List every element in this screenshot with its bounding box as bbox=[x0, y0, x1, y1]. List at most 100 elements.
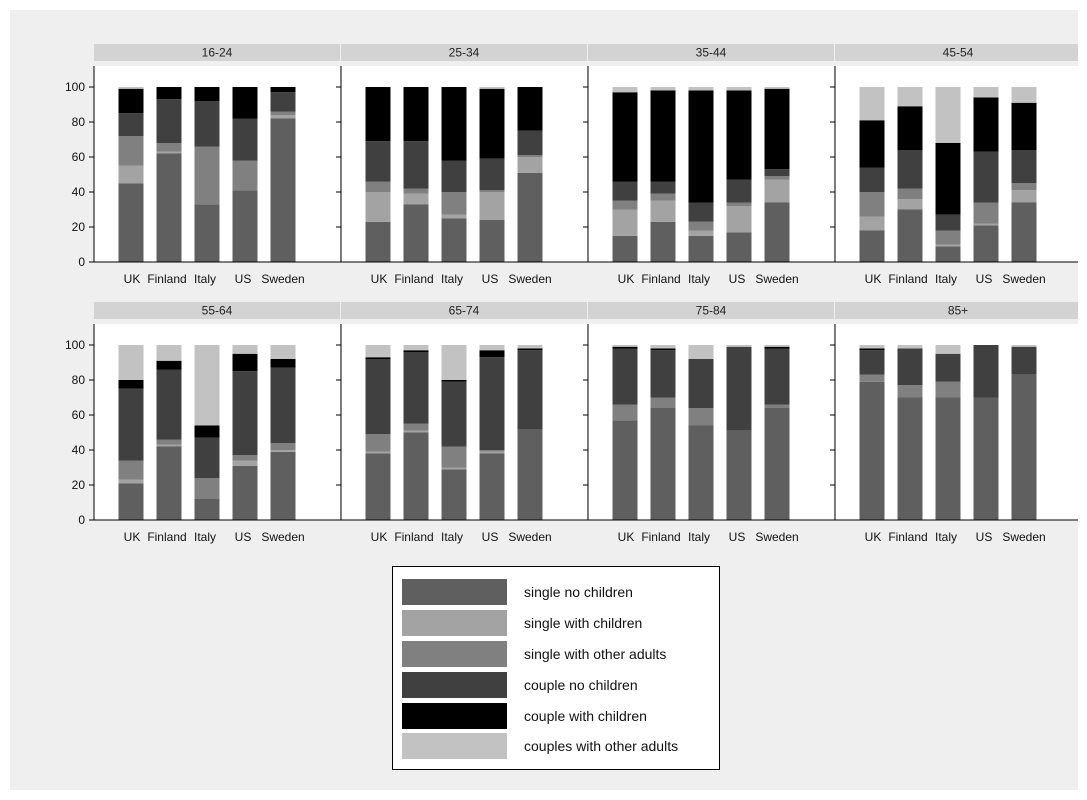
bar-segment bbox=[479, 158, 505, 191]
bar-segment bbox=[688, 425, 714, 520]
bar-segment bbox=[441, 380, 467, 382]
category-label: US bbox=[976, 272, 993, 286]
bar-segment bbox=[973, 345, 999, 398]
bar-segment bbox=[156, 345, 182, 361]
bar-segment bbox=[194, 101, 220, 147]
bar-segment bbox=[232, 455, 258, 461]
bar-segment bbox=[935, 87, 961, 143]
bar-segment bbox=[403, 352, 429, 424]
bar-segment bbox=[118, 380, 144, 389]
bar-segment bbox=[650, 181, 676, 194]
bar-segment bbox=[118, 113, 144, 136]
bar-segment bbox=[156, 99, 182, 143]
category-label: UK bbox=[124, 530, 141, 544]
bar-segment bbox=[612, 346, 638, 349]
bar-segment bbox=[859, 345, 885, 349]
panel-title-strip bbox=[835, 302, 1078, 319]
bar-segment bbox=[232, 190, 258, 262]
category-label: Finland bbox=[888, 272, 927, 286]
bar-segment bbox=[726, 430, 752, 520]
bar-segment bbox=[194, 499, 220, 520]
bar-segment bbox=[859, 192, 885, 217]
category-label: Sweden bbox=[508, 272, 551, 286]
bar-segment bbox=[479, 190, 505, 192]
bar-segment bbox=[612, 235, 638, 262]
bar-segment bbox=[365, 181, 391, 192]
bar-segment bbox=[688, 202, 714, 222]
bar-segment bbox=[479, 345, 505, 351]
bar-segment bbox=[156, 360, 182, 370]
bar-segment bbox=[479, 350, 505, 358]
category-label: Sweden bbox=[1002, 530, 1045, 544]
bar-segment bbox=[118, 165, 144, 184]
bar-segment bbox=[517, 157, 543, 173]
bar-segment bbox=[973, 225, 999, 262]
bar-segment bbox=[441, 345, 467, 380]
bar-segment bbox=[612, 348, 638, 405]
panel-title-strip bbox=[341, 44, 587, 61]
category-label: UK bbox=[865, 272, 882, 286]
bar-segment bbox=[859, 167, 885, 192]
category-label: US bbox=[729, 272, 746, 286]
bar-segment bbox=[973, 151, 999, 203]
bar-segment bbox=[897, 188, 923, 199]
bar-segment bbox=[194, 204, 220, 262]
bar-segment bbox=[612, 345, 638, 347]
bar-segment bbox=[726, 202, 752, 206]
bar-segment bbox=[650, 221, 676, 262]
bar-segment bbox=[365, 87, 391, 142]
y-tick-label: 40 bbox=[72, 443, 86, 457]
bar-segment bbox=[156, 444, 182, 447]
bar-segment bbox=[403, 430, 429, 433]
bar-segment bbox=[365, 359, 391, 435]
panel-title-strip bbox=[94, 44, 340, 61]
panel-title: 45-54 bbox=[943, 46, 974, 60]
panel-title: 35-44 bbox=[696, 46, 727, 60]
legend-swatch bbox=[402, 641, 507, 667]
bar-segment bbox=[365, 451, 391, 454]
category-label: US bbox=[235, 530, 252, 544]
bar-segment bbox=[156, 151, 182, 154]
bar-segment bbox=[441, 218, 467, 262]
bar-segment bbox=[517, 172, 543, 262]
bar-segment bbox=[650, 90, 676, 182]
bar-segment bbox=[935, 381, 961, 398]
bar-segment bbox=[479, 87, 505, 89]
category-label: UK bbox=[124, 272, 141, 286]
category-label: Finland bbox=[641, 272, 680, 286]
bar-segment bbox=[764, 88, 790, 170]
bar-segment bbox=[118, 460, 144, 480]
bar-segment bbox=[517, 429, 543, 520]
bar-segment bbox=[897, 87, 923, 107]
bar-segment bbox=[935, 214, 961, 231]
bar-segment bbox=[441, 87, 467, 161]
bar-segment bbox=[365, 453, 391, 520]
bar-segment bbox=[517, 87, 543, 131]
bar-segment bbox=[118, 183, 144, 262]
panel-title: 85+ bbox=[948, 304, 968, 318]
bar-segment bbox=[764, 202, 790, 262]
bar-segment bbox=[859, 230, 885, 262]
bar-segment bbox=[479, 450, 505, 452]
bar-segment bbox=[764, 404, 790, 408]
category-label: UK bbox=[618, 530, 635, 544]
bar-segment bbox=[270, 87, 296, 93]
bar-segment bbox=[764, 87, 790, 89]
bar-segment bbox=[270, 451, 296, 520]
legend-label: single with other adults bbox=[524, 646, 667, 662]
bar-segment bbox=[764, 408, 790, 520]
bar-segment bbox=[1011, 346, 1037, 375]
bar-segment bbox=[859, 374, 885, 382]
bar-segment bbox=[1011, 183, 1037, 191]
bar-segment bbox=[517, 350, 543, 429]
bar-segment bbox=[403, 350, 429, 352]
bar-segment bbox=[194, 87, 220, 101]
category-label: US bbox=[482, 272, 499, 286]
y-tick-label: 20 bbox=[72, 478, 86, 492]
category-label: Italy bbox=[935, 272, 957, 286]
bar-segment bbox=[726, 90, 752, 180]
legend-swatch bbox=[402, 703, 507, 729]
bar-segment bbox=[156, 143, 182, 152]
legend-swatch bbox=[402, 672, 507, 698]
bar-segment bbox=[859, 350, 885, 375]
